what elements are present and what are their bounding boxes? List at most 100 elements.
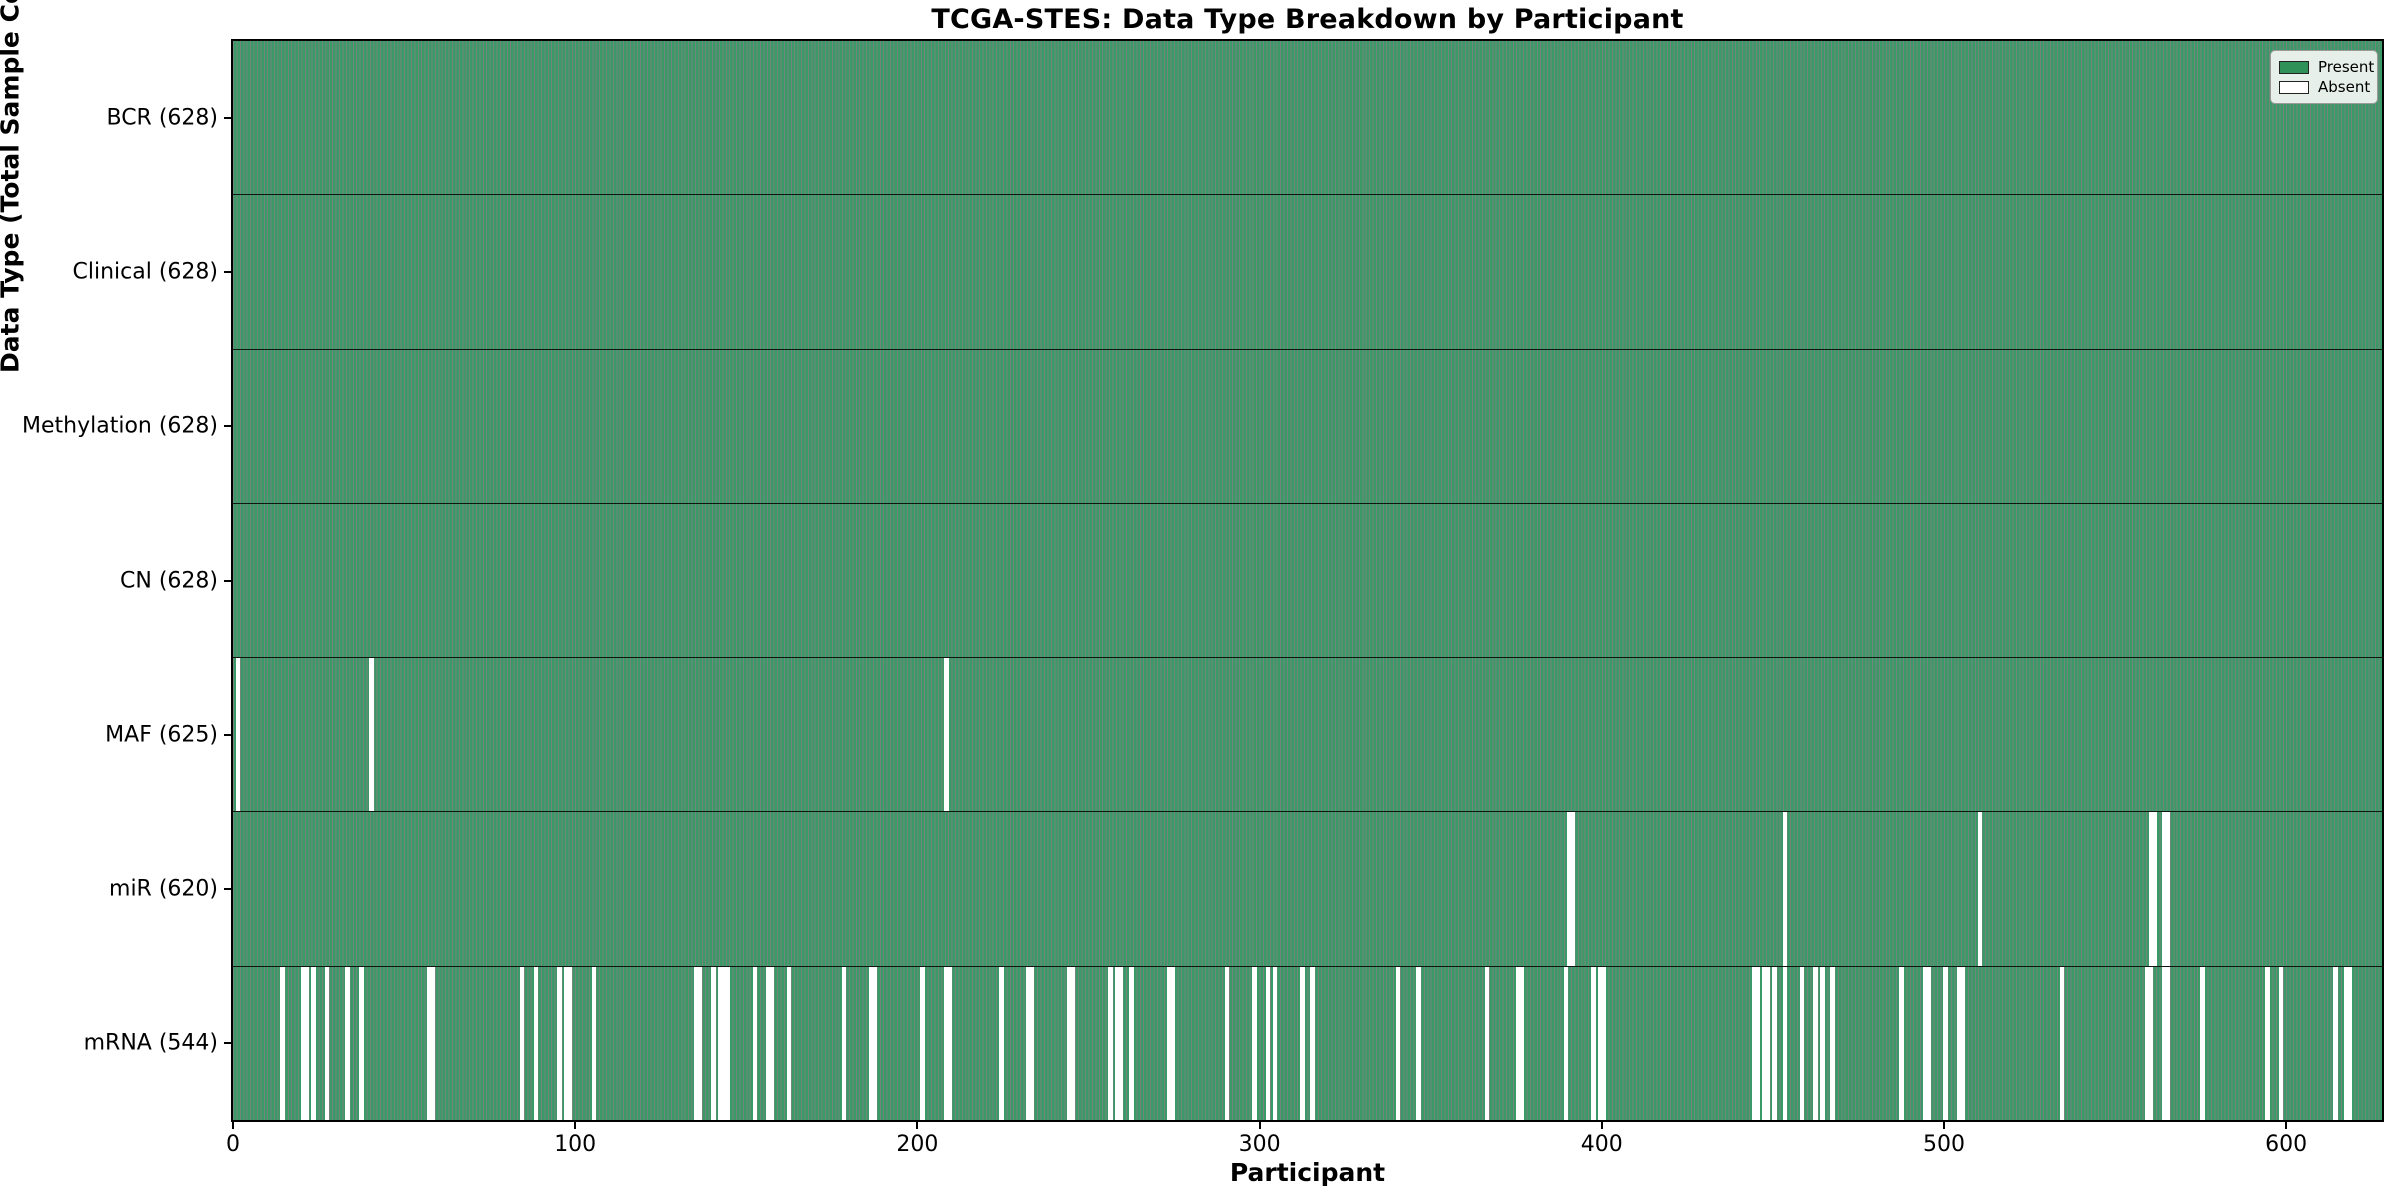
- legend-item-present: Present: [2279, 57, 2374, 77]
- absent-gap-mRNA-33: [345, 966, 350, 1120]
- absent-gap-mRNA-534: [2059, 966, 2065, 1120]
- absent-gap-mRNA-298: [1252, 966, 1257, 1120]
- absent-gap-mRNA-450: [1772, 966, 1777, 1120]
- absent-gap-mRNA-37: [359, 966, 364, 1120]
- ytick-mark-Clinical: [224, 271, 232, 274]
- absent-gap-mRNA-162: [786, 966, 792, 1120]
- absent-gap-mRNA-178: [841, 966, 847, 1120]
- xtick-label-0: 0: [226, 1132, 240, 1157]
- absent-gap-mRNA-340: [1395, 966, 1401, 1120]
- absent-gap-mRNA-232: [1026, 966, 1035, 1120]
- absent-gap-mRNA-617: [2343, 966, 2352, 1120]
- ytick-mark-mRNA: [224, 1041, 232, 1044]
- absent-gap-mRNA-453: [1782, 966, 1788, 1120]
- ytick-label-Methylation: Methylation (628): [22, 413, 218, 439]
- ytick-label-mRNA: mRNA (544): [83, 1030, 218, 1056]
- absent-gap-MAF-1: [235, 658, 241, 812]
- absent-gap-mRNA-88: [533, 966, 539, 1120]
- absent-gap-mRNA-156: [766, 966, 775, 1120]
- absent-gap-miR-560: [2148, 812, 2157, 966]
- absent-gap-mRNA-564: [2162, 966, 2171, 1120]
- absent-gap-mRNA-315: [1310, 966, 1315, 1120]
- ytick-label-miR: miR (620): [109, 876, 218, 902]
- absent-gap-mRNA-140: [711, 966, 717, 1120]
- row-CN: [233, 502, 2382, 658]
- absent-gap-mRNA-397: [1590, 966, 1596, 1120]
- xtick-mark-0: [232, 1120, 234, 1129]
- absent-gap-mRNA-504: [1957, 966, 1966, 1120]
- absent-gap-mRNA-467: [1830, 966, 1836, 1120]
- row-MAF: [233, 657, 2382, 812]
- absent-gap-mRNA-105: [591, 966, 597, 1120]
- absent-gap-mRNA-575: [2200, 966, 2205, 1120]
- legend-swatch-present: [2279, 60, 2309, 74]
- ytick-label-BCR: BCR (628): [106, 105, 218, 131]
- absent-gap-mRNA-487: [1898, 966, 1904, 1120]
- absent-gap-mRNA-462: [1813, 966, 1818, 1120]
- absent-gap-mRNA-57: [427, 966, 436, 1120]
- row-miR: [233, 811, 2382, 966]
- absent-gap-mRNA-186: [868, 966, 877, 1120]
- absent-gap-mRNA-244: [1067, 966, 1076, 1120]
- absent-gap-mRNA-375: [1515, 966, 1524, 1120]
- legend-label-absent: Absent: [2318, 78, 2371, 96]
- absent-gap-mRNA-135: [694, 966, 703, 1120]
- absent-gap-mRNA-594: [2265, 966, 2270, 1120]
- legend-label-present: Present: [2318, 58, 2375, 76]
- absent-gap-mRNA-208: [944, 966, 953, 1120]
- absent-gap-mRNA-201: [920, 966, 925, 1120]
- absent-gap-mRNA-256: [1108, 966, 1114, 1120]
- absent-gap-mRNA-97: [564, 966, 573, 1120]
- absent-gap-miR-453: [1782, 812, 1788, 966]
- absent-gap-MAF-40: [369, 658, 374, 812]
- absent-gap-mRNA-302: [1265, 966, 1271, 1120]
- ytick-mark-BCR: [224, 117, 232, 120]
- xtick-label-600: 600: [2265, 1132, 2308, 1157]
- absent-gap-mRNA-494: [1922, 966, 1931, 1120]
- xtick-label-400: 400: [1580, 1132, 1623, 1157]
- absent-gap-mRNA-304: [1272, 966, 1278, 1120]
- absent-gap-mRNA-23: [311, 966, 316, 1120]
- absent-gap-mRNA-262: [1128, 966, 1134, 1120]
- absent-gap-miR-510: [1977, 812, 1983, 966]
- xtick-label-100: 100: [554, 1132, 597, 1157]
- xtick-mark-300: [1258, 1120, 1261, 1129]
- absent-gap-mRNA-399: [1597, 966, 1606, 1120]
- xtick-label-300: 300: [1238, 1132, 1281, 1157]
- absent-gap-mRNA-258: [1115, 966, 1124, 1120]
- absent-gap-mRNA-224: [998, 966, 1004, 1120]
- absent-gap-mRNA-366: [1484, 966, 1490, 1120]
- legend-swatch-absent: [2279, 80, 2309, 94]
- ytick-mark-CN: [224, 579, 232, 582]
- absent-gap-MAF-208: [944, 658, 949, 812]
- absent-gap-mRNA-464: [1820, 966, 1825, 1120]
- plot-area: [233, 41, 2382, 1120]
- xtick-label-500: 500: [1922, 1132, 1965, 1157]
- ytick-mark-miR: [224, 887, 232, 890]
- xtick-mark-600: [2285, 1120, 2288, 1129]
- absent-gap-mRNA-152: [752, 966, 758, 1120]
- legend: Present Absent: [2270, 50, 2378, 104]
- ytick-label-CN: CN (628): [120, 568, 218, 593]
- absent-gap-mRNA-14: [280, 966, 285, 1120]
- absent-gap-mRNA-142: [718, 966, 730, 1120]
- absent-gap-mRNA-20: [300, 966, 309, 1120]
- ytick-mark-Methylation: [224, 425, 232, 428]
- absent-gap-miR-564: [2162, 812, 2171, 966]
- y-axis-label: Data Type (Total Sample Count): [0, 0, 25, 373]
- absent-gap-miR-390: [1566, 812, 1575, 966]
- ytick-mark-MAF: [224, 733, 232, 736]
- absent-gap-mRNA-290: [1224, 966, 1230, 1120]
- xtick-mark-500: [1942, 1120, 1945, 1129]
- row-Methylation: [233, 348, 2382, 503]
- absent-gap-mRNA-84: [519, 966, 525, 1120]
- absent-gap-mRNA-312: [1300, 966, 1305, 1120]
- xtick-label-200: 200: [896, 1132, 939, 1157]
- absent-gap-mRNA-273: [1166, 966, 1175, 1120]
- ytick-label-Clinical: Clinical (628): [72, 259, 218, 285]
- absent-gap-mRNA-559: [2145, 966, 2154, 1120]
- absent-gap-mRNA-95: [557, 966, 563, 1120]
- row-mRNA: [233, 965, 2382, 1120]
- xtick-mark-100: [574, 1120, 577, 1129]
- absent-gap-mRNA-389: [1563, 966, 1569, 1120]
